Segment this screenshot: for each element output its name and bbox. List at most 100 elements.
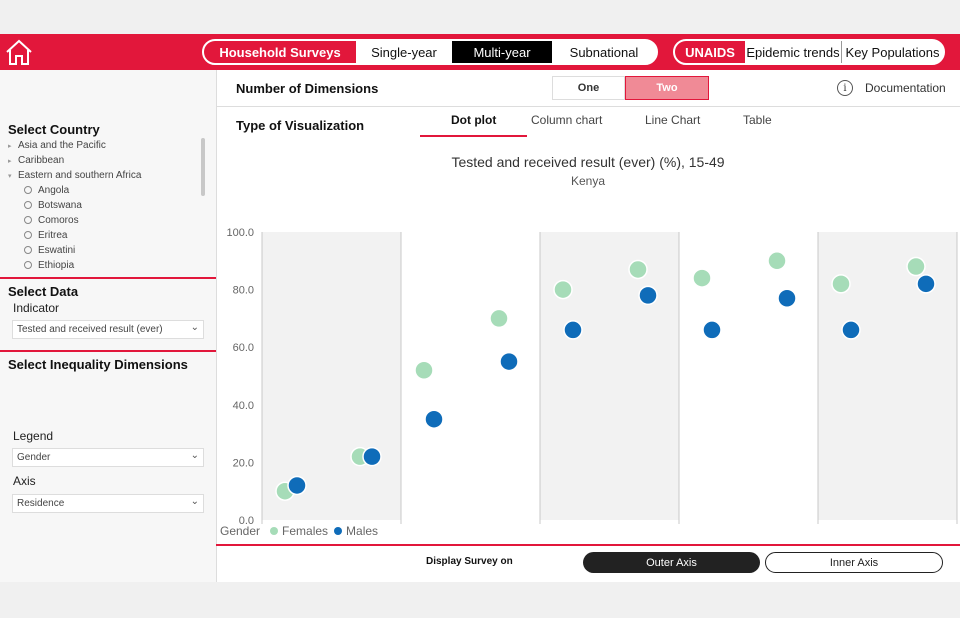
outer-axis-button[interactable]: Outer Axis [583, 552, 760, 573]
country-label: Botswana [38, 200, 82, 211]
documentation-link[interactable]: i Documentation [837, 80, 946, 96]
tab-epidemic-trends[interactable]: Epidemic trends [746, 44, 840, 60]
region-label: Asia and the Pacific [18, 140, 106, 151]
app-window: Household Surveys Single-year Multi-year… [0, 34, 960, 582]
y-tick-label: 60.0 [233, 342, 254, 354]
indicator-label: Indicator [13, 301, 60, 315]
country-label: Comoros [38, 215, 79, 226]
chevron-down-icon: ⌄ [190, 496, 199, 507]
country-label: Eswatini [38, 245, 76, 256]
radio-button[interactable] [24, 246, 32, 254]
country-list-scrollbar[interactable] [201, 138, 205, 196]
chart-legend: Gender Females Males [220, 524, 378, 538]
legend-females-label[interactable]: Females [282, 524, 329, 538]
country-item[interactable]: Comoros [8, 213, 204, 228]
region-label: Caribbean [18, 155, 65, 166]
males-point [638, 285, 658, 306]
chevron-down-icon: ⌄ [190, 322, 199, 333]
females-point [692, 268, 712, 288]
inner-axis-button[interactable]: Inner Axis [765, 552, 943, 573]
males-point [424, 409, 444, 429]
sidebar-border [216, 70, 217, 582]
household-surveys-switcher: Household Surveys Single-year Multi-year… [202, 39, 658, 65]
country-item[interactable]: Angola [8, 183, 204, 198]
chart-subtitle: Kenya [570, 174, 606, 188]
legend-title: Gender [220, 524, 261, 538]
radio-button[interactable] [24, 231, 32, 239]
males-point [777, 288, 797, 308]
y-tick-label: 100.0 [226, 227, 254, 239]
tab-single-year[interactable]: Single-year [371, 44, 437, 60]
y-tick-label: 40.0 [233, 400, 254, 412]
top-nav-bar: Household Surveys Single-year Multi-year… [0, 34, 960, 70]
display-survey-label: Display Survey on [426, 556, 513, 567]
dimension-one-button[interactable]: One [552, 76, 625, 100]
survey-panel [262, 232, 401, 520]
males-point [563, 320, 583, 340]
caret-down-icon: ▾ [8, 173, 12, 180]
filter-sidebar: Select Country ▸ Asia and the Pacific ▸ Ca… [0, 70, 216, 582]
legend-label: Legend [13, 429, 54, 443]
country-item[interactable]: Eswatini [8, 243, 204, 258]
country-label: Eritrea [38, 230, 68, 241]
males-point [841, 320, 861, 340]
y-tick-label: 20.0 [233, 457, 254, 469]
females-point [414, 360, 434, 380]
select-data-heading: Select Data [8, 284, 79, 299]
females-point [489, 308, 509, 329]
section-divider [0, 277, 216, 279]
country-tree: ▸ Asia and the Pacific ▸ Caribbean ▾ Easter… [8, 138, 204, 273]
section-divider [0, 350, 216, 352]
survey-panel [540, 232, 679, 520]
region-item[interactable]: ▸ Asia and the Pacific [8, 138, 204, 153]
tab-column-chart[interactable]: Column chart [531, 113, 603, 127]
radio-button[interactable] [24, 261, 32, 269]
tab-table[interactable]: Table [743, 113, 772, 127]
males-point [362, 446, 382, 467]
axis-dropdown[interactable]: Residence ⌄ [12, 494, 204, 513]
chevron-down-icon: ⌄ [190, 450, 199, 461]
tab-subnational[interactable]: Subnational [569, 44, 639, 60]
tab-line-chart[interactable]: Line Chart [645, 113, 701, 127]
legend-value: Gender [17, 452, 51, 463]
select-inequality-heading: Select Inequality Dimensions [8, 357, 188, 372]
household-surveys-title: Household Surveys [204, 41, 356, 63]
country-item[interactable]: Ethiopia [8, 258, 204, 273]
tab-multi-year[interactable]: Multi-year [452, 41, 552, 63]
dimension-two-button[interactable]: Two [625, 76, 709, 100]
header-divider [216, 106, 960, 107]
country-item[interactable]: Eritrea [8, 228, 204, 243]
select-country-heading: Select Country [8, 122, 100, 137]
caret-right-icon: ▸ [8, 143, 12, 150]
region-item[interactable]: ▾ Eastern and southern Africa [8, 168, 204, 183]
radio-button[interactable] [24, 201, 32, 209]
males-point [916, 274, 936, 294]
chart-title: Tested and received result (ever) (%), 1… [451, 154, 725, 170]
indicator-dropdown[interactable]: Tested and received result (ever) ⌄ [12, 320, 204, 339]
tab-key-populations[interactable]: Key Populations [841, 41, 943, 63]
info-icon: i [837, 80, 853, 96]
legend-males-marker [334, 527, 343, 535]
country-label: Ethiopia [38, 260, 75, 271]
unaids-switcher: UNAIDS Epidemic trends Key Populations [673, 39, 945, 65]
region-item[interactable]: ▸ Caribbean [8, 153, 204, 168]
y-tick-label: 80.0 [233, 285, 254, 297]
legend-males-label[interactable]: Males [346, 524, 379, 538]
radio-button[interactable] [24, 186, 32, 194]
axis-value: Residence [17, 498, 65, 509]
legend-dropdown[interactable]: Gender ⌄ [12, 448, 204, 467]
males-point [499, 351, 519, 372]
tab-dot-plot[interactable]: Dot plot [451, 113, 497, 127]
females-point [831, 274, 851, 294]
caret-right-icon: ▸ [8, 158, 12, 165]
females-point [767, 251, 787, 271]
radio-button[interactable] [24, 216, 32, 224]
country-item[interactable]: Botswana [8, 198, 204, 213]
males-point [702, 320, 722, 340]
legend-females-marker [270, 527, 279, 535]
country-label: Angola [38, 185, 70, 196]
home-icon[interactable] [4, 38, 34, 66]
axis-label: Axis [13, 474, 36, 488]
y-tick-label: 0.0 [239, 515, 254, 524]
